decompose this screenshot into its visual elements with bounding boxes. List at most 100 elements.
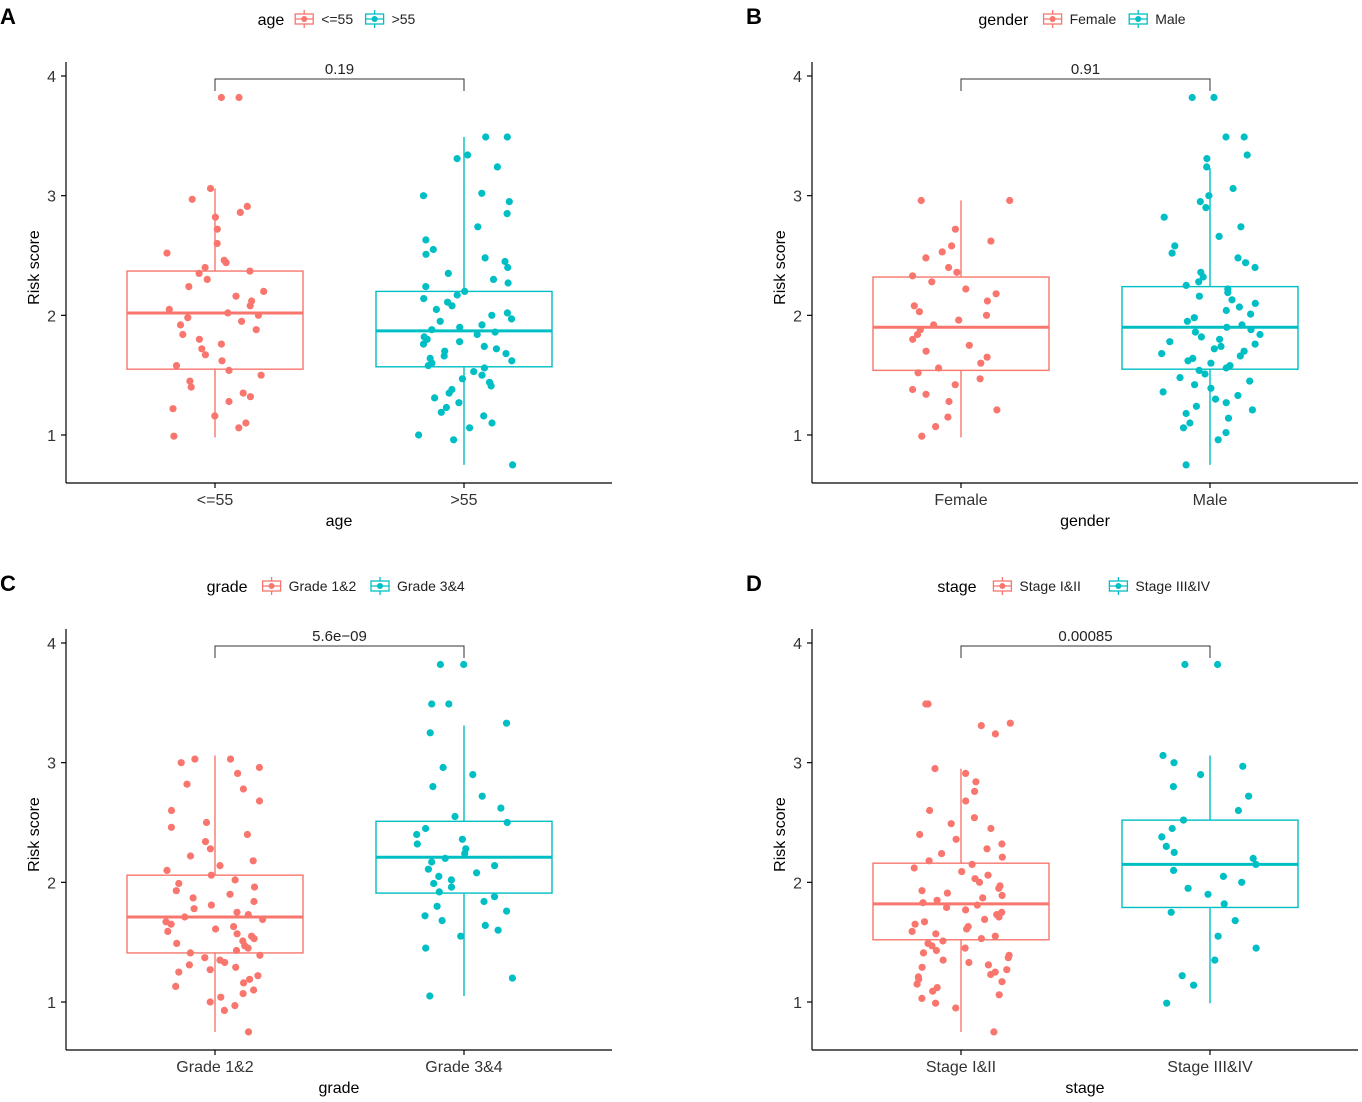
legend-label-2: Grade 3&4 — [397, 578, 465, 594]
data-point — [1197, 333, 1205, 341]
data-point — [225, 366, 233, 374]
legend-label-1: Stage I&II — [1019, 578, 1080, 594]
data-point — [1186, 419, 1194, 427]
y-tick-label: 1 — [47, 428, 56, 445]
data-point — [206, 184, 215, 193]
data-point — [504, 279, 512, 287]
data-point — [918, 994, 926, 1002]
data-point — [1222, 429, 1230, 437]
data-point — [947, 820, 955, 828]
legend-label-2: >55 — [392, 11, 416, 27]
x-tick-label: Grade 1&2 — [176, 1059, 253, 1076]
data-point — [932, 423, 940, 431]
data-point — [1182, 461, 1190, 469]
data-point — [217, 340, 225, 348]
data-point — [945, 397, 953, 406]
data-point — [924, 700, 932, 708]
data-point — [1205, 192, 1213, 200]
legend-label-2: Male — [1155, 11, 1186, 27]
data-point — [1231, 917, 1239, 925]
data-point — [458, 375, 466, 383]
data-point — [473, 330, 481, 339]
data-point — [965, 958, 973, 967]
data-point — [435, 872, 443, 880]
data-point — [1238, 878, 1246, 886]
data-point — [918, 887, 926, 895]
data-point — [1251, 263, 1259, 272]
data-point — [464, 151, 472, 159]
data-point — [998, 853, 1006, 861]
data-point — [429, 783, 437, 791]
y-tick-label: 4 — [793, 636, 802, 653]
data-point — [255, 763, 263, 772]
data-point — [979, 894, 987, 902]
y-tick-label: 2 — [47, 875, 56, 892]
data-point — [1168, 824, 1176, 833]
data-point — [422, 283, 430, 291]
data-point — [1190, 981, 1198, 989]
data-point — [908, 927, 916, 935]
data-point — [186, 852, 195, 860]
data-point — [913, 980, 921, 988]
data-point — [488, 311, 496, 319]
data-point — [922, 254, 930, 262]
data-point — [1234, 806, 1242, 815]
data-point — [444, 269, 452, 277]
data-point — [995, 884, 1003, 892]
points-<=55 — [163, 93, 268, 440]
data-point — [1239, 762, 1247, 770]
y-tick-label: 3 — [47, 756, 56, 773]
data-point — [481, 921, 489, 929]
data-point — [938, 248, 946, 256]
significance-bracket: 0.19 — [214, 61, 465, 91]
data-point — [225, 397, 233, 406]
data-point — [441, 854, 449, 862]
data-point — [439, 763, 447, 772]
data-point — [490, 893, 499, 901]
data-point — [172, 362, 181, 370]
box-Female — [872, 200, 1050, 438]
data-point — [953, 268, 961, 276]
data-point — [1249, 854, 1257, 862]
data-point — [976, 375, 984, 383]
data-point — [918, 963, 926, 971]
data-point — [1248, 406, 1256, 414]
data-point — [1182, 409, 1190, 418]
data-point — [167, 920, 175, 928]
data-point — [1201, 370, 1209, 378]
data-point — [238, 317, 246, 325]
data-point — [998, 891, 1006, 900]
data-point — [1223, 323, 1231, 331]
data-point — [216, 862, 224, 870]
box-Stage I&II — [872, 768, 1050, 1032]
data-point — [432, 305, 440, 313]
data-point — [925, 857, 933, 865]
data-point — [221, 958, 229, 967]
data-point — [259, 915, 267, 923]
data-point — [422, 236, 430, 244]
box-Grade 1&2 — [126, 755, 304, 1032]
data-point — [163, 866, 171, 874]
data-point — [167, 806, 176, 815]
data-point — [1203, 163, 1211, 171]
legend: age <=55 >55 — [258, 10, 416, 29]
data-point — [167, 823, 175, 831]
data-point — [1246, 377, 1254, 385]
data-point — [217, 993, 225, 1001]
data-point — [252, 326, 260, 334]
data-point — [1195, 278, 1203, 286]
data-point — [505, 198, 513, 206]
data-point — [433, 902, 441, 910]
y-tick-label: 4 — [47, 636, 56, 653]
data-point — [478, 792, 486, 800]
data-point — [457, 932, 465, 940]
data-point — [1245, 792, 1253, 800]
data-point — [165, 305, 173, 313]
data-point — [244, 1028, 253, 1036]
data-point — [998, 978, 1006, 986]
data-point — [230, 923, 238, 931]
data-point — [1197, 771, 1205, 779]
data-point — [1207, 359, 1215, 367]
data-point — [231, 876, 239, 884]
data-point — [972, 778, 980, 786]
